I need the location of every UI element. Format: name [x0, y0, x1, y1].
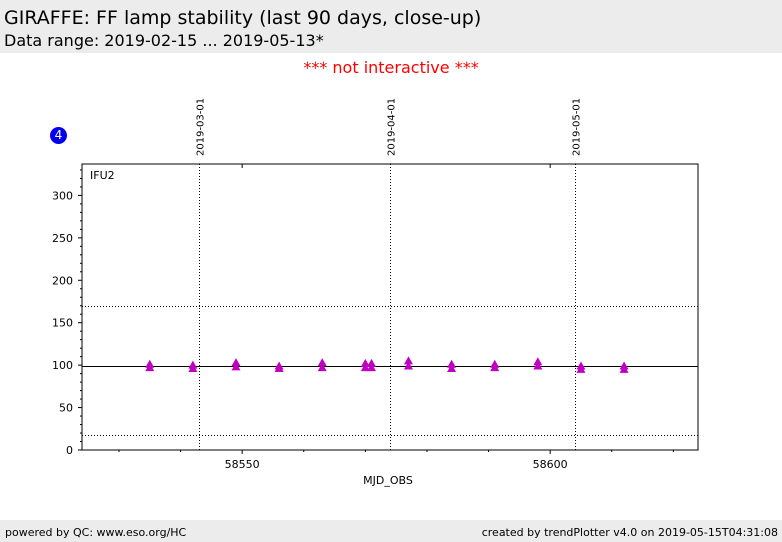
data-point-triangle — [188, 364, 198, 373]
y-tick-label: 100 — [52, 359, 73, 372]
y-tick-label: 50 — [59, 402, 73, 415]
data-point-triangle — [533, 357, 543, 366]
page-title: GIRAFFE: FF lamp stability (last 90 days… — [4, 7, 482, 29]
data-point-triangle — [490, 363, 500, 372]
data-point-triangle — [447, 364, 457, 373]
data-point-triangle — [619, 364, 629, 373]
data-point-triangle — [403, 361, 413, 370]
data-point-triangle — [360, 358, 370, 367]
x-axis-label: MJD_OBS — [363, 474, 413, 487]
footer-powered-by: powered by QC: www.eso.org/HC — [5, 526, 187, 539]
y-tick-label: 150 — [52, 317, 73, 330]
date-marker-label: 2019-04-01 — [387, 98, 398, 156]
data-point-triangle — [231, 362, 241, 371]
panel-label: IFU2 — [90, 169, 115, 182]
header-bar: GIRAFFE: FF lamp stability (last 90 days… — [0, 0, 782, 53]
date-marker-label: 2019-05-01 — [572, 98, 583, 156]
data-point-triangle — [231, 358, 241, 367]
data-point-triangle — [533, 361, 543, 370]
data-point-triangle — [145, 363, 155, 372]
x-tick-label: 58600 — [533, 458, 568, 471]
date-marker-label: 2019-03-01 — [196, 98, 207, 156]
y-tick-label: 0 — [66, 444, 73, 457]
x-tick-label: 58550 — [225, 458, 260, 471]
data-points — [145, 356, 629, 373]
data-point-triangle — [403, 356, 413, 365]
trend-chart: 2019-03-01 2019-04-01 2019-05-01 0 50 100 150… — [52, 98, 699, 487]
y-tick-label: 300 — [52, 189, 73, 202]
footer-created-by: created by trendPlotter v4.0 on 2019-05-… — [481, 526, 778, 539]
page-subtitle: Data range: 2019-02-15 ... 2019-05-13* — [4, 31, 324, 50]
data-point-triangle — [360, 363, 370, 372]
data-point-triangle — [367, 358, 377, 367]
data-point-triangle — [367, 363, 377, 372]
not-interactive-notice: *** not interactive *** — [303, 58, 479, 77]
data-point-triangle — [576, 364, 586, 373]
data-point-triangle — [317, 358, 327, 367]
footer-bar: powered by QC: www.eso.org/HC created by… — [0, 520, 782, 542]
y-tick-label: 250 — [52, 232, 73, 245]
data-point-triangle — [274, 364, 284, 373]
data-point-triangle — [317, 363, 327, 372]
plot-frame — [81, 163, 699, 451]
plot-number-badge: 4 — [50, 127, 67, 144]
gridlines: 2019-03-01 2019-04-01 2019-05-01 — [82, 98, 698, 450]
axis-ticks: 0 50 100 150 200 250 300 58550 58600 — [52, 164, 674, 471]
y-tick-label: 200 — [52, 274, 73, 287]
data-point-triangle — [447, 359, 457, 368]
